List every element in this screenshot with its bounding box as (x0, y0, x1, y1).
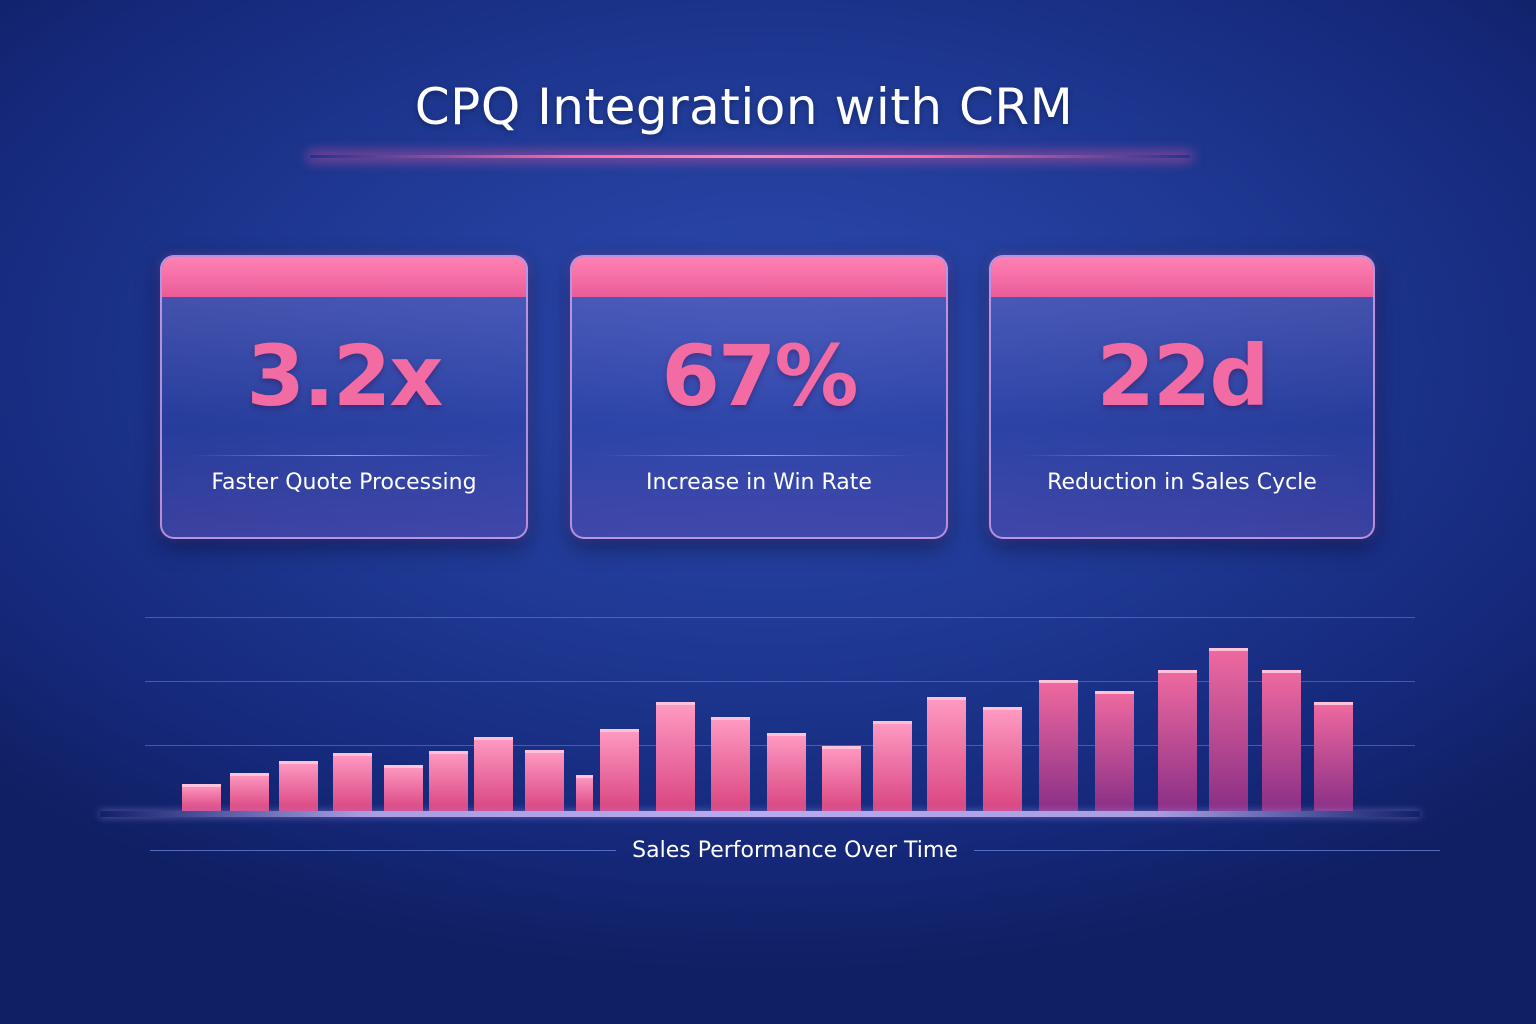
chart-bar (600, 729, 639, 811)
metric-value: 67% (661, 327, 858, 425)
chart-baseline (100, 811, 1420, 817)
card-header-bar (162, 257, 526, 297)
chart-bar-highlight (1314, 702, 1353, 705)
title-underline (310, 155, 1190, 158)
chart-bar (983, 707, 1022, 811)
chart-bar-highlight (384, 765, 423, 768)
chart-bar-highlight (429, 751, 468, 754)
caption-rule-right (973, 850, 1441, 851)
metric-value: 22d (1096, 327, 1269, 425)
chart-bar (1158, 670, 1197, 811)
card-header-bar (572, 257, 946, 297)
chart-bar-highlight (333, 753, 372, 756)
chart-bar (182, 784, 221, 811)
chart-bar-highlight (927, 697, 966, 700)
chart-bar (474, 737, 513, 811)
chart-bar-highlight (1039, 680, 1078, 683)
chart-caption-row: Sales Performance Over Time (150, 838, 1441, 863)
card-divider (191, 455, 497, 456)
chart-bar (429, 751, 468, 811)
chart-bar-highlight (767, 733, 806, 736)
chart-bar (1039, 680, 1078, 811)
chart-gridline (145, 681, 1415, 682)
chart-bar-highlight (656, 702, 695, 705)
chart-bar-highlight (1158, 670, 1197, 673)
card-divider (601, 455, 917, 456)
chart-bar (711, 717, 750, 811)
chart-bar (384, 765, 423, 811)
chart-bar (656, 702, 695, 811)
chart-bar-highlight (873, 721, 912, 724)
chart-bar-highlight (1209, 648, 1248, 651)
chart-bar (1314, 702, 1353, 811)
metric-label: Increase in Win Rate (646, 470, 872, 495)
chart-bar-highlight (576, 775, 593, 778)
chart-bar-highlight (279, 761, 318, 764)
caption-rule-left (150, 850, 617, 851)
chart-bar (279, 761, 318, 811)
chart-bar-highlight (600, 729, 639, 732)
metric-label: Reduction in Sales Cycle (1047, 470, 1317, 495)
chart-bar (822, 746, 861, 811)
chart-bar-highlight (1095, 691, 1134, 694)
chart-bar-highlight (822, 746, 861, 749)
chart-bar (333, 753, 372, 811)
chart-bar (1095, 691, 1134, 811)
metric-label: Faster Quote Processing (211, 470, 477, 495)
card-divider (1021, 455, 1343, 456)
chart-bar-highlight (1262, 670, 1301, 673)
chart-bar (767, 733, 806, 811)
chart-bar-highlight (711, 717, 750, 720)
metric-value: 3.2x (246, 327, 444, 425)
metric-card-quote-processing: 3.2x Faster Quote Processing (160, 255, 528, 539)
chart-gridline (145, 617, 1415, 618)
chart-bar (927, 697, 966, 811)
chart-bar-highlight (474, 737, 513, 740)
chart-bar-highlight (230, 773, 269, 776)
page-title: CPQ Integration with CRM (414, 78, 1074, 136)
card-header-bar (991, 257, 1373, 297)
chart-bar (230, 773, 269, 811)
metric-card-win-rate: 67% Increase in Win Rate (570, 255, 948, 539)
chart-bar (1262, 670, 1301, 811)
chart-bar-highlight (182, 784, 221, 787)
chart-bar (525, 750, 564, 811)
chart-bar-highlight (983, 707, 1022, 710)
metric-card-sales-cycle: 22d Reduction in Sales Cycle (989, 255, 1375, 539)
chart-bar-highlight (525, 750, 564, 753)
chart-title: Sales Performance Over Time (632, 838, 958, 863)
chart-bar (1209, 648, 1248, 811)
chart-bar (873, 721, 912, 811)
chart-bar (576, 775, 593, 811)
